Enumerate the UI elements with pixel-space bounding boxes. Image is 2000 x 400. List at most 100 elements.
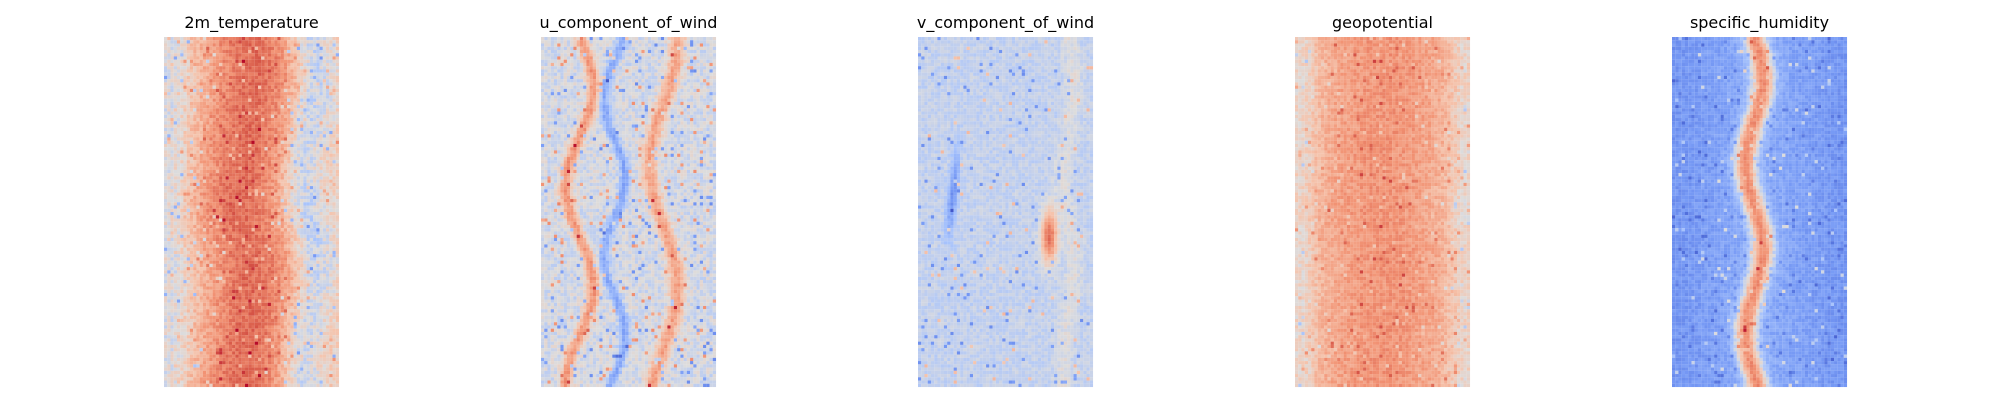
heatmap-cell (229, 319, 232, 322)
heatmap-cell (333, 76, 336, 79)
heatmap-cell (229, 238, 232, 241)
heatmap-cell (287, 50, 290, 53)
heatmap-cell (226, 316, 229, 319)
heatmap-cell (193, 287, 196, 290)
heatmap-cell (264, 183, 267, 186)
heatmap-cell (248, 82, 251, 85)
heatmap-cell (196, 248, 199, 251)
heatmap-cell (209, 309, 212, 312)
heatmap-cell (290, 267, 293, 270)
heatmap-cell (287, 212, 290, 215)
heatmap-cell (222, 47, 225, 50)
heatmap-cell (287, 105, 290, 108)
heatmap-cell (297, 280, 300, 283)
heatmap-cell (268, 332, 271, 335)
heatmap-cell (180, 105, 183, 108)
heatmap-cell (261, 47, 264, 50)
heatmap-cell (180, 95, 183, 98)
heatmap-cell (229, 150, 232, 153)
heatmap-cell (183, 270, 186, 273)
heatmap-cell (284, 303, 287, 306)
heatmap-cell (264, 251, 267, 254)
heatmap-cell (193, 325, 196, 328)
heatmap-cell (268, 154, 271, 157)
heatmap-cell (333, 180, 336, 183)
heatmap-cell (239, 254, 242, 257)
heatmap-cell (264, 63, 267, 66)
heatmap-cell (290, 228, 293, 231)
heatmap-cell (297, 60, 300, 63)
heatmap-cell (307, 193, 310, 196)
heatmap-cell (290, 186, 293, 189)
heatmap-cell (310, 134, 313, 137)
heatmap-cell (183, 296, 186, 299)
heatmap-cell (206, 131, 209, 134)
heatmap-cell (255, 251, 258, 254)
heatmap-cell (329, 53, 332, 56)
heatmap-cell (252, 193, 255, 196)
heatmap-cell (164, 40, 167, 43)
heatmap-cell (294, 235, 297, 238)
heatmap-cell (255, 50, 258, 53)
heatmap-cell (200, 40, 203, 43)
heatmap-cell (287, 248, 290, 251)
heatmap-cell (209, 160, 212, 163)
heatmap-cell (245, 92, 248, 95)
heatmap-cell (196, 170, 199, 173)
heatmap-cell (268, 287, 271, 290)
heatmap-cell (336, 69, 339, 72)
heatmap-cell (248, 163, 251, 166)
heatmap-cell (303, 73, 306, 76)
heatmap-cell (245, 316, 248, 319)
heatmap-cell (193, 248, 196, 251)
heatmap-cell (258, 287, 261, 290)
heatmap-cell (268, 121, 271, 124)
heatmap-cell (333, 147, 336, 150)
heatmap-cell (326, 157, 329, 160)
heatmap-cell (329, 283, 332, 286)
heatmap-cell (213, 306, 216, 309)
heatmap-cell (255, 183, 258, 186)
heatmap-cell (287, 199, 290, 202)
heatmap-cell (245, 112, 248, 115)
heatmap-cell (242, 280, 245, 283)
heatmap-cell (226, 134, 229, 137)
heatmap-cell (271, 99, 274, 102)
heatmap-cell (164, 112, 167, 115)
heatmap-cell (187, 225, 190, 228)
heatmap-cell (203, 189, 206, 192)
heatmap-cell (277, 257, 280, 260)
heatmap-cell (255, 322, 258, 325)
heatmap-cell (255, 170, 258, 173)
heatmap-cell (252, 40, 255, 43)
heatmap-cell (333, 241, 336, 244)
heatmap-cell (307, 180, 310, 183)
heatmap-cell (177, 335, 180, 338)
heatmap-cell (219, 183, 222, 186)
heatmap-cell (206, 43, 209, 46)
heatmap-cell (248, 283, 251, 286)
heatmap-cell (294, 238, 297, 241)
heatmap-cell (167, 270, 170, 273)
heatmap-cell (271, 63, 274, 66)
heatmap-cell (323, 293, 326, 296)
heatmap-cell (320, 95, 323, 98)
heatmap-cell (333, 56, 336, 59)
heatmap-cell (300, 69, 303, 72)
heatmap-cell (313, 69, 316, 72)
heatmap-cell (213, 257, 216, 260)
heatmap-cell (290, 60, 293, 63)
heatmap-cell (222, 254, 225, 257)
heatmap-cell (219, 251, 222, 254)
heatmap-cell (183, 118, 186, 121)
heatmap-cell (303, 319, 306, 322)
heatmap-cell (333, 332, 336, 335)
heatmap-cell (326, 274, 329, 277)
heatmap-cell (258, 176, 261, 179)
heatmap-cell (290, 296, 293, 299)
heatmap-cell (203, 131, 206, 134)
heatmap-cell (252, 186, 255, 189)
heatmap-cell (258, 231, 261, 234)
heatmap-cell (303, 202, 306, 205)
heatmap-cell (300, 264, 303, 267)
